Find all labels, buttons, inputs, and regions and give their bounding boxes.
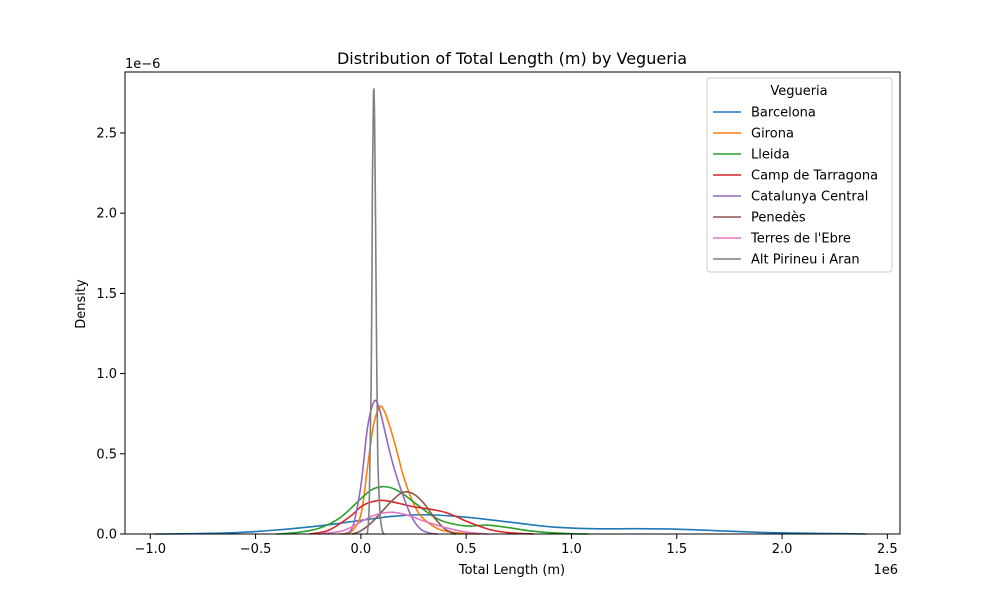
y-axis-label: Density [74,279,89,329]
series-line-7 [317,511,489,535]
series-line-3 [275,485,590,535]
y-tick-label: 2.5 [96,126,117,141]
y-tick-label: 0.5 [96,447,117,462]
x-tick-label: 1.5 [666,542,687,557]
x-tick-label: 0.0 [351,542,372,557]
legend-label: Alt Pirineu i Aran [751,253,860,268]
legend-label: Barcelona [751,106,816,121]
series-line-5 [343,399,438,535]
x-offset-label: 1e6 [873,563,898,578]
legend-label: Terres de l'Ebre [750,232,851,247]
x-tick-label: −0.5 [240,542,272,557]
y-offset-label: 1e−6 [125,57,160,72]
y-tick-label: 0.0 [96,528,117,543]
legend-items: Barcelona Girona Lleida Camp de Tarragona Ca… [713,106,878,268]
legend-label: Camp de Tarragona [751,169,878,184]
x-tick-label: 2.5 [877,542,898,557]
legend-label: Girona [751,127,794,142]
chart-title: Distribution of Total Length (m) by Vegu… [337,49,687,68]
x-axis-label: Total Length (m) [458,563,565,578]
legend-label: Penedès [751,211,806,226]
x-tick-label: 1.0 [561,542,582,557]
series-line-8 [366,88,385,535]
x-tick-label: −1.0 [134,542,166,557]
y-tick-label: 2.0 [96,207,117,222]
legend: Vegueria Barcelona Girona Lleida Camp de Ta… [706,77,893,273]
series-lines [153,88,868,535]
y-tick-label: 1.0 [96,367,117,382]
series-line-1 [153,513,868,535]
x-tick-label: 2.0 [772,542,793,557]
legend-label: Catalunya Central [751,190,868,205]
x-tick-label: 0.5 [456,542,477,557]
y-axis-ticks: 0.0 0.5 1.0 1.5 2.0 2.5 [96,126,125,543]
series-line-4 [309,499,535,535]
y-tick-label: 1.5 [96,287,117,302]
plot-frame [124,71,901,535]
legend-box [706,77,893,273]
legend-title: Vegueria [770,84,827,99]
x-axis-ticks: −1.0 −0.5 0.0 0.5 1.0 1.5 2.0 2.5 [134,534,898,557]
series-line-2 [339,405,480,535]
legend-label: Lleida [751,148,790,163]
